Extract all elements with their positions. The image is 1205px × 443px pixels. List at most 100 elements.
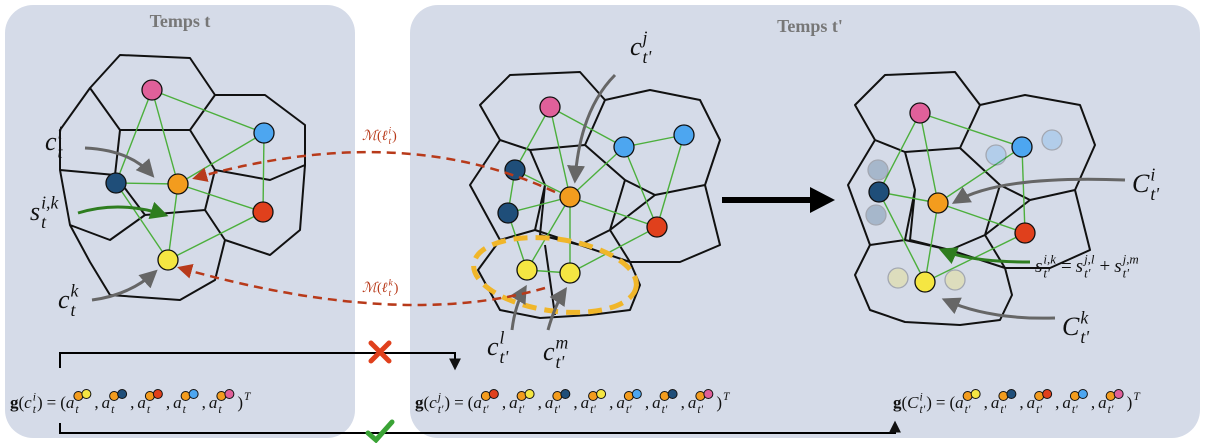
panel-title: Temps t (150, 11, 211, 31)
formula: = (454, 393, 464, 412)
dot (1006, 389, 1017, 399)
formula: , (538, 393, 542, 412)
formula: , (609, 393, 613, 412)
math-sup: k (389, 279, 394, 289)
formula: ( (468, 393, 474, 412)
math-base: a (581, 393, 590, 412)
formula: , (166, 393, 170, 412)
dot (1113, 389, 1124, 399)
math-base: C (1132, 169, 1150, 198)
dot (560, 389, 571, 399)
math-sup: i (389, 127, 392, 137)
math-sub: t' (1108, 403, 1114, 416)
formula: = (936, 393, 946, 412)
math-base: C (1062, 312, 1080, 341)
panel-title: Temps t' (777, 16, 843, 36)
math-sub: t' (643, 47, 653, 67)
math-sub: t' (556, 352, 566, 372)
math-base: a (1098, 393, 1107, 412)
math-base: s (1035, 256, 1042, 277)
mapping: ) (392, 129, 397, 144)
math-sub: t (41, 212, 47, 232)
formula: ) (444, 393, 450, 412)
dot (224, 389, 235, 399)
math-sub: t' (920, 403, 926, 416)
math-sub: t (111, 403, 115, 416)
formula: = (47, 393, 57, 412)
formula: , (573, 393, 577, 412)
operator: + (1099, 256, 1110, 277)
math-sub: t' (965, 403, 971, 416)
mapping: ) (394, 281, 399, 296)
formula: ) (716, 393, 722, 412)
formula: , (1091, 393, 1095, 412)
math-base: a (173, 393, 182, 412)
math-base: a (66, 393, 75, 412)
math-sup: l (500, 327, 505, 347)
math-sup: i (1150, 164, 1155, 184)
dot (631, 389, 642, 399)
formula: g (893, 393, 902, 412)
formula: ( (60, 393, 66, 412)
math-sup: T (723, 390, 731, 403)
math-base: ℓ (382, 281, 388, 296)
formula: , (1019, 393, 1023, 412)
math-sub: t' (697, 403, 703, 416)
math-sup: i,k (1043, 251, 1056, 266)
math-sub: t' (590, 403, 596, 416)
math-sub: t' (1036, 403, 1042, 416)
math-sub: t (71, 300, 77, 320)
mapping: ℳ (362, 129, 379, 144)
math-base: a (209, 393, 218, 412)
math-base: a (688, 393, 697, 412)
math-base: c (24, 393, 32, 412)
math-sup: i (58, 122, 63, 142)
operator: = (1061, 256, 1072, 277)
math-sub: t (33, 403, 37, 416)
math-sub: t' (626, 403, 632, 416)
math-base: c (630, 32, 642, 61)
math-base: ℓ (382, 129, 388, 144)
dot (596, 389, 607, 399)
formula: , (202, 393, 206, 412)
dot (1042, 389, 1053, 399)
math-sub: t (218, 403, 222, 416)
dot (703, 389, 714, 399)
dot (188, 389, 199, 399)
math-base: C (907, 393, 919, 412)
math-sub: t' (1072, 403, 1078, 416)
formula: ( (19, 393, 25, 412)
math-base: c (58, 285, 70, 314)
formula: , (681, 393, 685, 412)
math-sup: T (1133, 390, 1141, 403)
formula: ) (1127, 393, 1133, 412)
formula: , (984, 393, 988, 412)
math-base: a (955, 393, 964, 412)
math-sub: t' (1080, 327, 1090, 347)
dot (81, 389, 92, 399)
math-sub: t' (1150, 184, 1160, 204)
math-base: a (137, 393, 146, 412)
math-sub: t (389, 137, 392, 147)
math-base: s (30, 197, 40, 226)
math-sub: t' (1123, 266, 1130, 281)
math-base: s (1114, 256, 1121, 277)
math-sub: t (58, 142, 64, 162)
math-base: a (652, 393, 661, 412)
math-sup: i (920, 390, 923, 403)
formula: , (130, 393, 134, 412)
formula: ) (237, 393, 243, 412)
math-sub: t' (1043, 266, 1050, 281)
formula: , (1055, 393, 1059, 412)
math-sup: k (71, 280, 80, 300)
math-base: c (429, 393, 437, 412)
panel (410, 5, 1200, 438)
formula: ( (902, 393, 908, 412)
math-base: a (1027, 393, 1036, 412)
math-sup: j,l (1082, 251, 1095, 266)
dot (667, 389, 678, 399)
formula: ) (37, 393, 43, 412)
math-sup: m (556, 332, 569, 352)
math-sub: t (183, 403, 187, 416)
